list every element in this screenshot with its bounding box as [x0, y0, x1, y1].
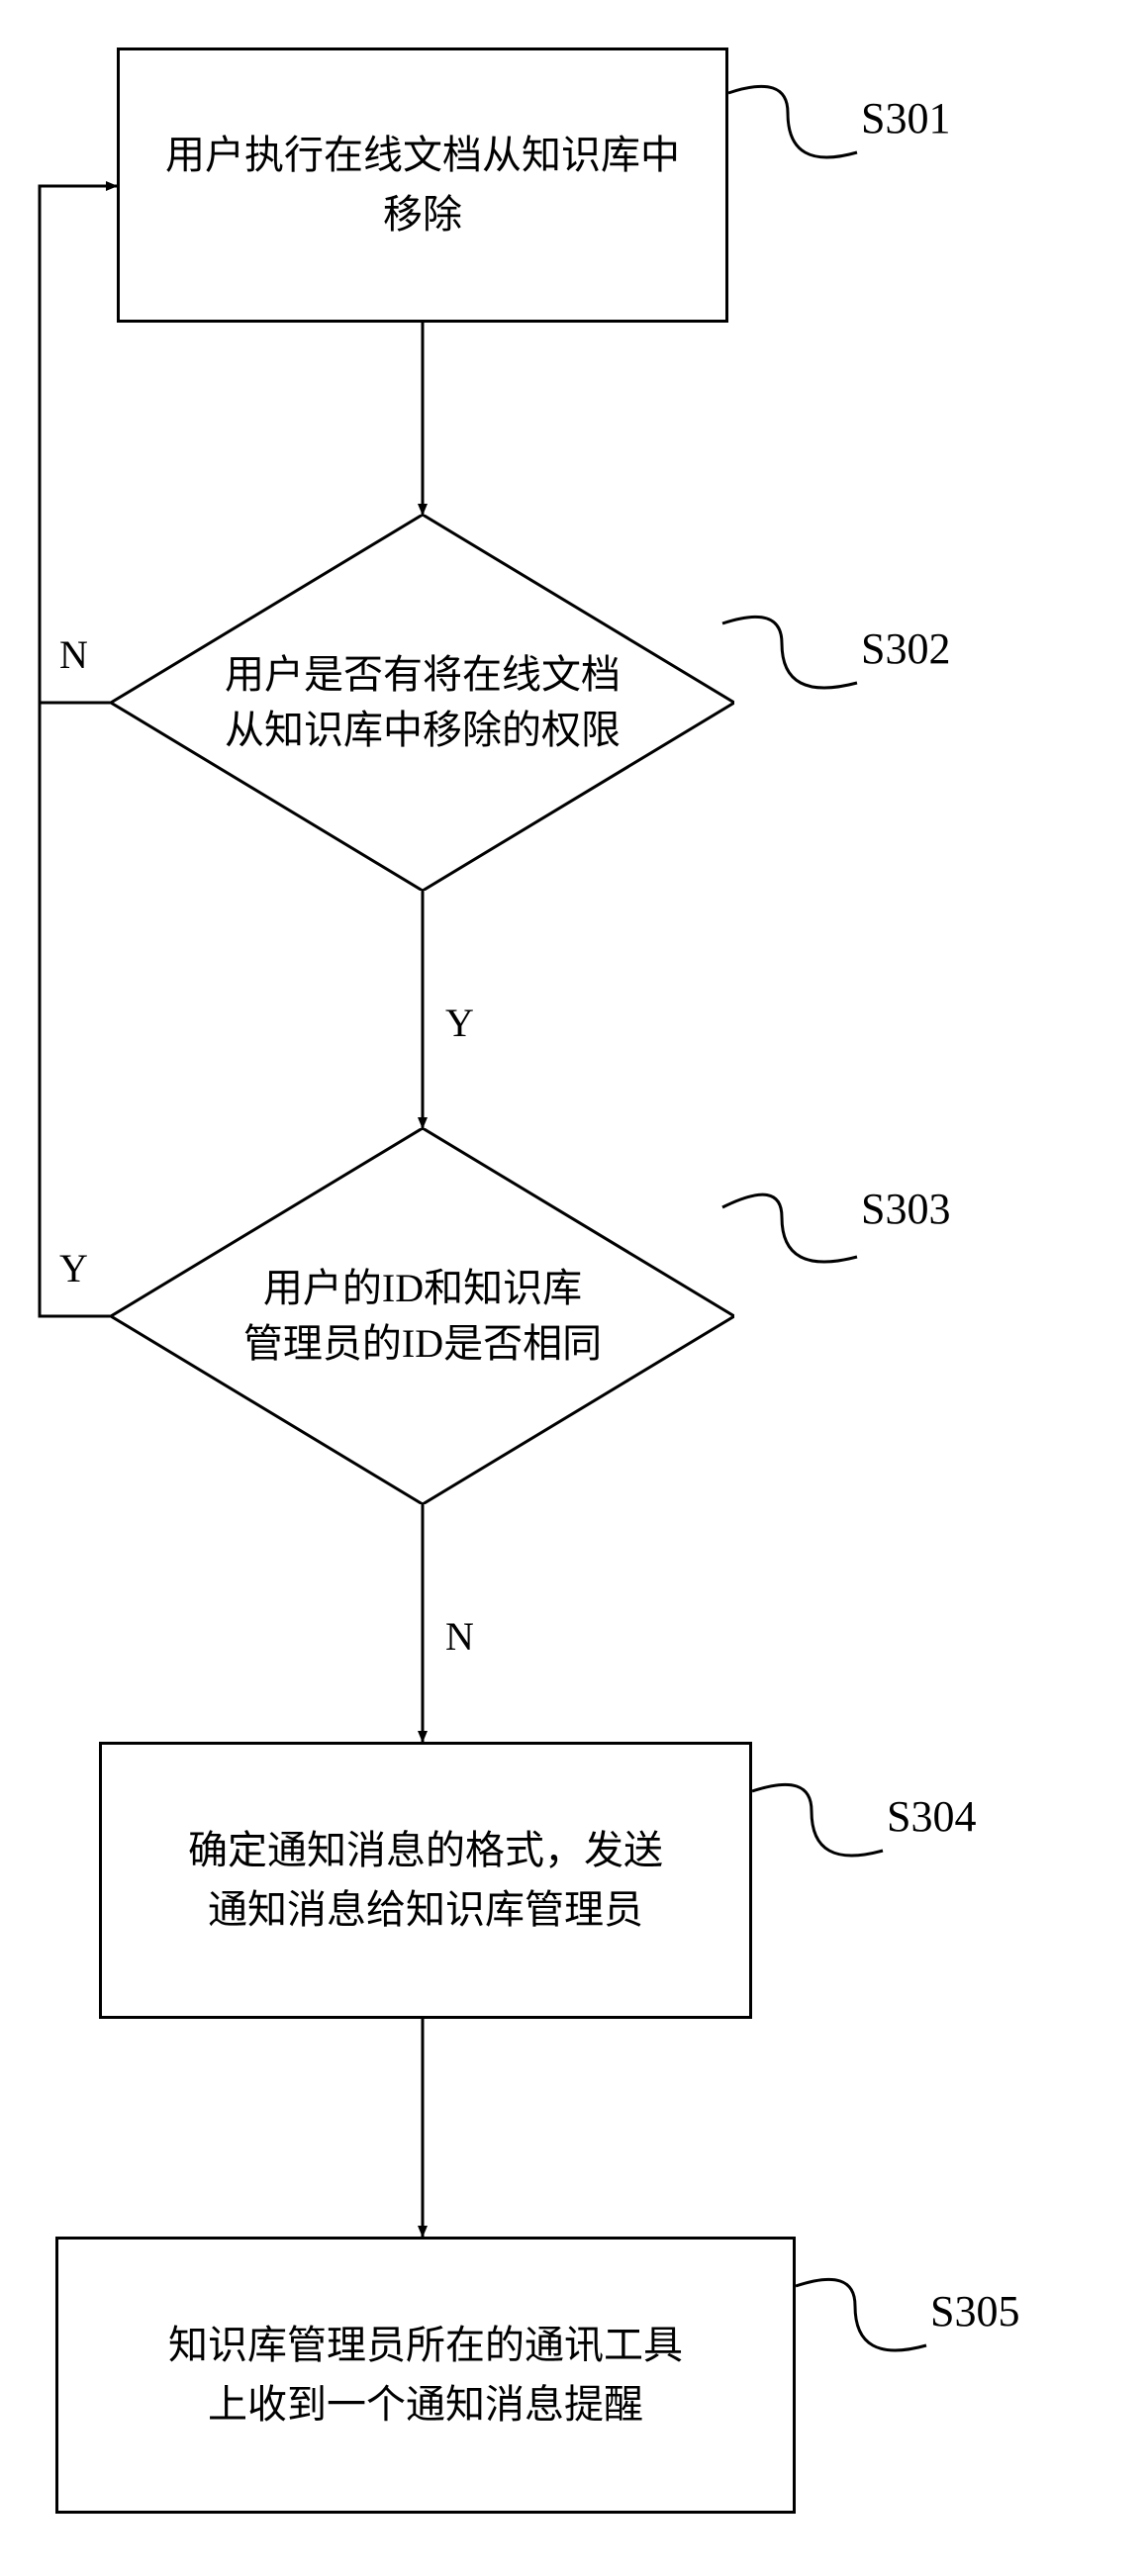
node-text: 用户是否有将在线文档从知识库中移除的权限 [111, 515, 734, 891]
node-text: 用户的ID和知识库管理员的ID是否相同 [111, 1128, 734, 1504]
node-n3: 用户的ID和知识库管理员的ID是否相同 [111, 1128, 734, 1504]
node-text: 确定通知消息的格式，发送通知消息给知识库管理员 [188, 1821, 663, 1940]
step-label-n1: S301 [861, 93, 950, 143]
step-label-n2: S302 [861, 623, 950, 674]
step-label-n5: S305 [930, 2286, 1019, 2337]
node-text: 知识库管理员所在的通讯工具上收到一个通知消息提醒 [168, 2316, 683, 2434]
node-text: 用户执行在线文档从知识库中移除 [165, 126, 680, 244]
edge-label: N [445, 1613, 474, 1660]
edge-label: N [59, 631, 88, 678]
node-n5: 知识库管理员所在的通讯工具上收到一个通知消息提醒 [55, 2237, 796, 2514]
step-label-n4: S304 [887, 1791, 976, 1842]
node-n2: 用户是否有将在线文档从知识库中移除的权限 [111, 515, 734, 891]
edge-label: Y [59, 1245, 88, 1291]
node-n4: 确定通知消息的格式，发送通知消息给知识库管理员 [99, 1742, 752, 2019]
step-label-n3: S303 [861, 1184, 950, 1234]
flowchart-canvas: 用户执行在线文档从知识库中移除用户是否有将在线文档从知识库中移除的权限用户的ID… [0, 0, 1148, 2576]
edge-label: Y [445, 1000, 474, 1046]
node-n1: 用户执行在线文档从知识库中移除 [117, 48, 728, 323]
